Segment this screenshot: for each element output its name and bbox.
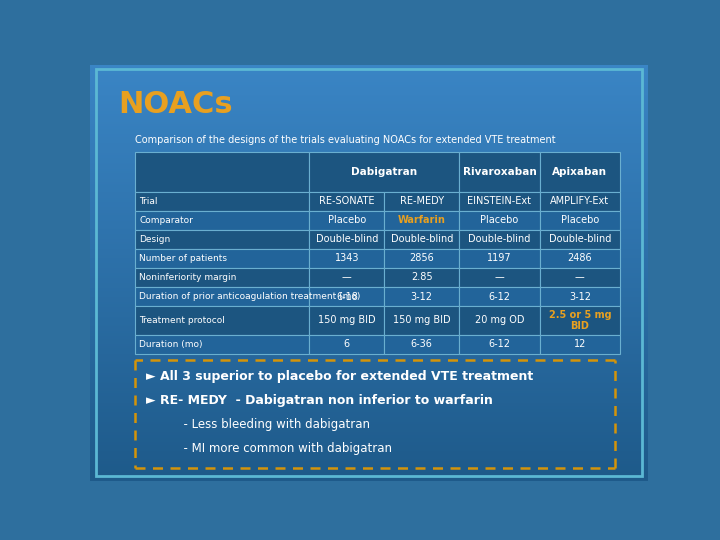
Text: ► All 3 superior to placebo for extended VTE treatment: ► All 3 superior to placebo for extended… [145,370,533,383]
Text: Duration (mo): Duration (mo) [139,340,202,349]
Text: - Less bleeding with dabigatran: - Less bleeding with dabigatran [145,418,370,431]
Text: 1343: 1343 [335,253,359,264]
Text: Noninferiority margin: Noninferiority margin [139,273,236,282]
Bar [310,306,384,335]
Text: Duration of prior anticoagulation treatment (mo): Duration of prior anticoagulation treatm… [139,292,361,301]
Bar [135,211,310,230]
Text: Number of patients: Number of patients [139,254,227,263]
Bar [135,192,310,211]
Bar [384,268,459,287]
Bar [459,335,540,354]
Text: 3-12: 3-12 [569,292,591,301]
Bar [540,249,620,268]
Bar [135,287,310,306]
Text: 2.85: 2.85 [411,273,433,282]
Text: Apixaban: Apixaban [552,167,608,177]
Text: 1197: 1197 [487,253,512,264]
Text: Double-blind: Double-blind [549,234,611,244]
Text: EINSTEIN-Ext: EINSTEIN-Ext [467,196,531,206]
Bar [540,306,620,335]
Bar [135,335,310,354]
Text: 6: 6 [343,339,350,349]
Bar [310,192,384,211]
Text: Design: Design [139,235,171,244]
Bar [384,335,459,354]
Bar [384,230,459,249]
Text: Comparison of the designs of the trials evaluating NOACs for extended VTE treatm: Comparison of the designs of the trials … [135,136,555,145]
Bar [459,152,540,192]
Text: 6-12: 6-12 [488,339,510,349]
Text: 12: 12 [574,339,586,349]
Text: 2.5 or 5 mg
BID: 2.5 or 5 mg BID [549,309,611,331]
Text: —: — [495,273,504,282]
Bar [459,249,540,268]
Text: AMPLIFY-Ext: AMPLIFY-Ext [550,196,609,206]
Text: 150 mg BID: 150 mg BID [393,315,451,326]
Text: 150 mg BID: 150 mg BID [318,315,376,326]
Bar [540,287,620,306]
Text: Rivaroxaban: Rivaroxaban [462,167,536,177]
Text: RE-SONATE: RE-SONATE [319,196,374,206]
Text: Placebo: Placebo [480,215,518,225]
Text: —: — [342,273,352,282]
Text: 20 mg OD: 20 mg OD [474,315,524,326]
Text: Placebo: Placebo [561,215,599,225]
Bar [540,211,620,230]
Text: —: — [575,273,585,282]
Text: 6-18: 6-18 [336,292,358,301]
Bar [310,230,384,249]
Text: Treatment protocol: Treatment protocol [139,316,225,325]
Bar [540,230,620,249]
Text: Placebo: Placebo [328,215,366,225]
Bar [540,192,620,211]
Text: RE-MEDY: RE-MEDY [400,196,444,206]
Text: 6-36: 6-36 [411,339,433,349]
Text: Warfarin: Warfarin [398,215,446,225]
Bar [459,268,540,287]
Bar [310,268,384,287]
Text: Double-blind: Double-blind [315,234,378,244]
Bar [310,287,384,306]
Text: Trial: Trial [139,197,158,206]
Text: ► RE- MEDY  - Dabigatran non inferior to warfarin: ► RE- MEDY - Dabigatran non inferior to … [145,394,492,407]
Text: Comparator: Comparator [139,216,193,225]
Bar [384,211,459,230]
Bar [135,268,310,287]
Bar [135,249,310,268]
Bar [135,306,310,335]
Text: 2856: 2856 [410,253,434,264]
Bar [310,152,459,192]
Text: - MI more common with dabigatran: - MI more common with dabigatran [145,442,392,455]
Text: 3-12: 3-12 [410,292,433,301]
Bar [540,335,620,354]
Bar [310,211,384,230]
Bar [459,211,540,230]
Bar [384,249,459,268]
Bar [310,335,384,354]
Bar [459,230,540,249]
Text: Double-blind: Double-blind [390,234,453,244]
Text: NOACs: NOACs [118,90,233,119]
Text: Double-blind: Double-blind [468,234,531,244]
Text: 2486: 2486 [567,253,592,264]
Bar [310,249,384,268]
Bar [384,306,459,335]
Bar [459,287,540,306]
Bar [459,192,540,211]
Bar [384,287,459,306]
Bar [135,152,310,192]
Bar [135,230,310,249]
Bar [384,192,459,211]
Text: 6-12: 6-12 [488,292,510,301]
Text: Dabigatran: Dabigatran [351,167,418,177]
Bar [540,268,620,287]
Bar [540,152,620,192]
Bar [459,306,540,335]
